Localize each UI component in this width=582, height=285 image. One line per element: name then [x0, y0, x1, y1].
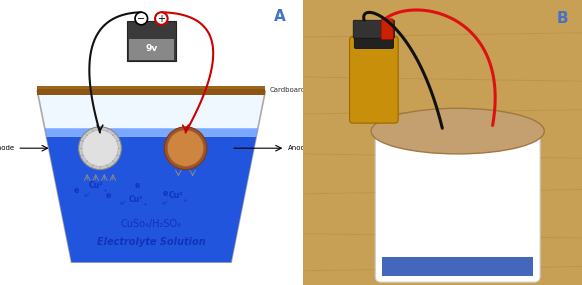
Text: +: + [102, 188, 107, 193]
Text: e⁺: e⁺ [162, 201, 169, 206]
Circle shape [155, 12, 168, 25]
Circle shape [82, 130, 118, 166]
FancyBboxPatch shape [303, 0, 582, 285]
FancyBboxPatch shape [354, 31, 393, 48]
Text: Cardboard: Cardboard [269, 87, 306, 93]
FancyBboxPatch shape [381, 19, 393, 40]
Circle shape [135, 12, 148, 25]
Text: +: + [157, 13, 165, 24]
Ellipse shape [371, 108, 544, 154]
Text: Cu²: Cu² [168, 191, 183, 200]
FancyBboxPatch shape [129, 39, 174, 60]
Circle shape [164, 127, 207, 170]
Text: Cathode: Cathode [0, 145, 15, 151]
Text: +: + [143, 202, 147, 207]
Text: e: e [134, 181, 140, 190]
Text: +: + [182, 198, 187, 203]
Text: Cu²: Cu² [129, 195, 143, 204]
Text: e: e [163, 189, 168, 198]
Text: e⁺: e⁺ [119, 201, 126, 206]
FancyBboxPatch shape [350, 36, 398, 123]
FancyBboxPatch shape [127, 21, 176, 61]
Text: Electrolyte Solution: Electrolyte Solution [97, 237, 205, 247]
Text: Cu²: Cu² [88, 181, 103, 190]
Text: Anode: Anode [288, 145, 310, 151]
FancyBboxPatch shape [37, 86, 265, 89]
Polygon shape [45, 128, 258, 137]
Text: e⁺: e⁺ [84, 193, 91, 198]
Text: A: A [274, 9, 285, 24]
FancyBboxPatch shape [382, 256, 533, 276]
Circle shape [168, 130, 204, 166]
Polygon shape [47, 137, 256, 262]
FancyBboxPatch shape [375, 134, 540, 282]
FancyBboxPatch shape [37, 87, 265, 95]
Polygon shape [37, 91, 265, 262]
Text: CuSo₄/H₂SO₄: CuSo₄/H₂SO₄ [121, 219, 182, 229]
Text: −: − [137, 13, 146, 24]
Text: 9v: 9v [145, 44, 158, 53]
FancyBboxPatch shape [353, 20, 395, 38]
Text: e: e [73, 186, 79, 196]
Text: B: B [556, 11, 568, 27]
Text: e: e [106, 191, 111, 200]
Circle shape [79, 127, 122, 170]
